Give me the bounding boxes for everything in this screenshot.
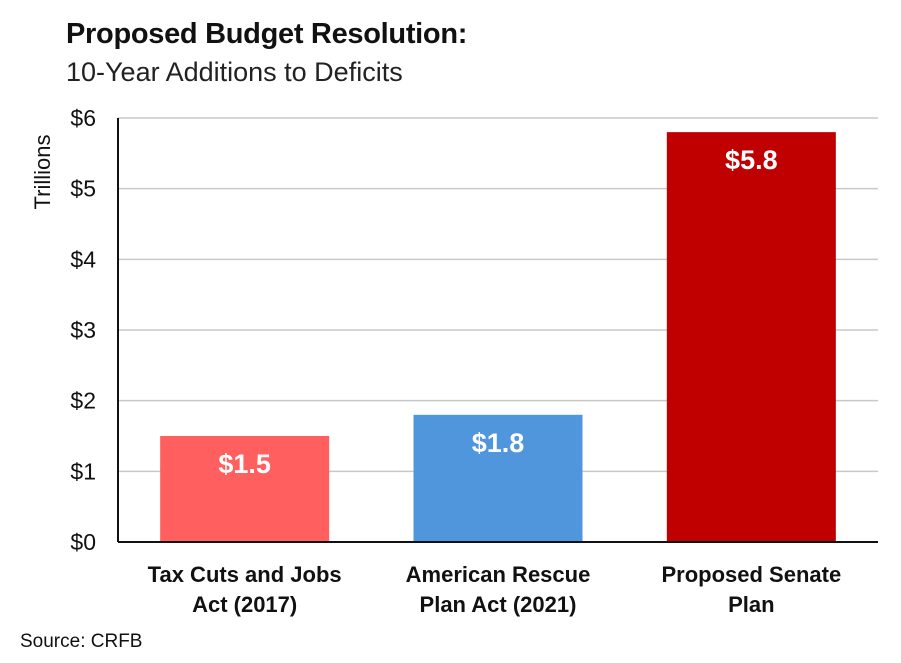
y-tick-label: $3 bbox=[70, 317, 96, 343]
x-tick-label: American Rescue bbox=[406, 562, 591, 587]
y-tick-label: $0 bbox=[70, 529, 96, 555]
x-tick-label: Act (2017) bbox=[192, 592, 297, 617]
y-tick-label: $2 bbox=[70, 388, 96, 414]
data-label: $1.8 bbox=[472, 428, 525, 458]
y-axis-label: Trillions bbox=[30, 135, 55, 210]
source-note: Source: CRFB bbox=[20, 631, 143, 652]
chart-subtitle: 10-Year Additions to Deficits bbox=[66, 57, 403, 87]
y-axis-ticks: $0 $1 $2 $3 $4 $5 $6 bbox=[70, 105, 96, 555]
bars bbox=[160, 132, 836, 542]
bar bbox=[666, 132, 836, 542]
data-labels: $1.5 $1.8 $5.8 bbox=[218, 145, 777, 479]
axes bbox=[117, 118, 878, 543]
y-tick-label: $4 bbox=[70, 246, 96, 272]
x-axis-categories: Tax Cuts and Jobs Act (2017) American Resc… bbox=[148, 562, 842, 617]
bar bbox=[413, 414, 583, 542]
x-tick-label: Plan bbox=[728, 592, 774, 617]
x-tick-label: Proposed Senate bbox=[661, 562, 841, 587]
bar bbox=[160, 436, 330, 542]
x-tick-label: Plan Act (2021) bbox=[420, 592, 577, 617]
y-tick-label: $5 bbox=[70, 176, 96, 202]
x-tick-label: Tax Cuts and Jobs bbox=[148, 562, 342, 587]
data-label: $1.5 bbox=[218, 449, 271, 479]
data-label: $5.8 bbox=[725, 145, 778, 175]
chart-title: Proposed Budget Resolution: bbox=[66, 18, 468, 50]
y-tick-label: $1 bbox=[70, 458, 96, 484]
y-tick-label: $6 bbox=[70, 105, 96, 131]
